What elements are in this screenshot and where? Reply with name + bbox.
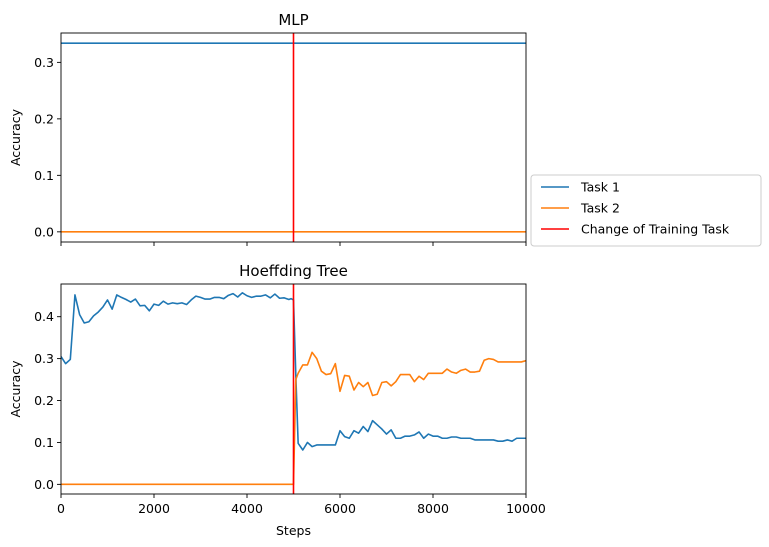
legend-label-change-of-training-task: Change of Training Task: [581, 222, 730, 237]
hoeffding-xtick-label: 2000: [138, 501, 170, 516]
hoeffding-ytick-label: 0.3: [34, 351, 54, 366]
legend-label-task-2: Task 2: [580, 201, 620, 216]
hoeffding-xtick-label: 4000: [231, 501, 263, 516]
hoeffding-ytick-label: 0.0: [34, 477, 54, 492]
mlp-ytick-label: 0.3: [34, 55, 54, 70]
legend-frame: [530, 174, 762, 247]
hoeffding-ytick-label: 0.1: [34, 435, 54, 450]
hoeffding-title: Hoeffding Tree: [239, 262, 348, 280]
hoeffding-ytick-label: 0.4: [34, 309, 54, 324]
hoeffding-xtick-label: 10000: [506, 501, 546, 516]
hoeffding-series-task-2: [61, 351, 526, 486]
hoeffding-xlabel: Steps: [276, 523, 311, 538]
legend-label-task-1: Task 1: [580, 180, 620, 195]
hoeffding-xtick-label: 0: [57, 501, 65, 516]
hoeffding-tree-chart: 0.0 0.1 0.2 0.3 0.4 0 2000 4000 6000 8000 10000 Hoe…: [8, 262, 546, 538]
mlp-title: MLP: [278, 11, 308, 29]
mlp-chart: 0.0 0.1 0.2 0.3 MLP Accuracy: [8, 11, 527, 246]
hoeffding-axes-frame: [60, 283, 527, 495]
mlp-ytick-label: 0.0: [34, 224, 54, 239]
legend: Task 1 Task 2 Change of Training Task: [530, 174, 762, 247]
hoeffding-ylabel: Accuracy: [8, 360, 23, 418]
mlp-ytick-label: 0.2: [34, 111, 54, 126]
hoeffding-xtick-label: 8000: [417, 501, 449, 516]
mlp-ylabel: Accuracy: [8, 108, 23, 166]
hoeffding-xtick-label: 6000: [324, 501, 356, 516]
mlp-axes-frame: [60, 32, 527, 243]
hoeffding-ytick-label: 0.2: [34, 393, 54, 408]
mlp-ytick-label: 0.1: [34, 168, 54, 183]
